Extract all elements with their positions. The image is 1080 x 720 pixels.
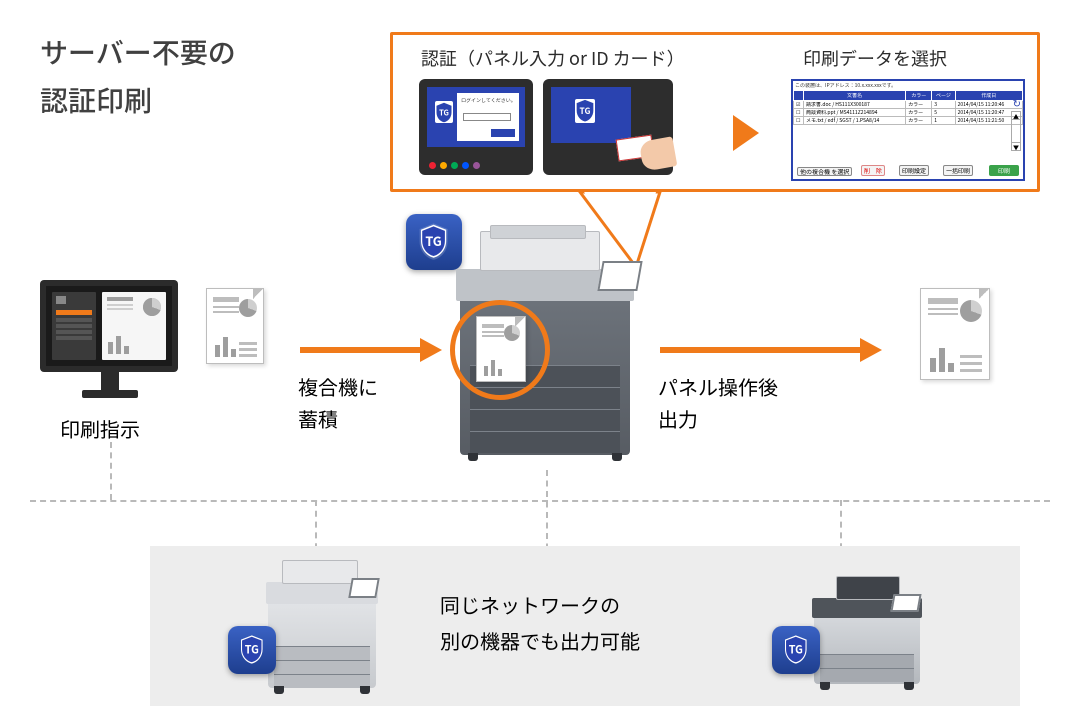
svg-text:TG: TG [789,642,803,658]
svg-text:TG: TG [245,642,259,658]
document-icon [920,288,990,380]
svg-text:TG: TG [580,105,591,117]
arrow-head-icon [420,338,442,362]
select-data-panel: この装置は、IPアドレス：10.x.xxx.xxxです。 文書名 カラー ページ… [791,79,1025,181]
mfp-network-left [262,556,382,696]
print-settings-button[interactable]: 印刷設定 [899,165,929,176]
callout-heading-select: 印刷データを選択 [803,45,947,71]
delete-button[interactable]: 削 除 [861,165,885,176]
pc-monitor-screen [46,286,172,366]
document-icon [206,288,264,364]
auth-panel-touchscreen: TG ログインしてください。 [419,79,533,175]
step2-label-l1: 複合機に [298,372,378,401]
network-dash-line [110,442,112,500]
network-msg-l1: 同じネットワークの [440,590,620,619]
tg-badge-icon: TG [772,626,820,674]
step2-label-l2: 蓄積 [298,404,338,433]
arrow-icon [733,115,759,151]
title-line-1: サーバー不要の [40,32,236,72]
arrow-head-icon [860,338,882,362]
svg-text:TG: TG [439,107,449,118]
print-all-button[interactable]: 一括印刷 [943,165,973,176]
arrow-icon [660,347,860,353]
step3-label-l2: 出力 [658,404,698,433]
callout-heading-auth: 認証（パネル入力 or ID カード） [421,45,685,71]
refresh-icon[interactable]: ↻ [1013,95,1021,110]
network-msg-l2: 別の機器でも出力可能 [440,626,640,655]
title-line-2: 認証印刷 [40,80,152,120]
step3-label-l1: パネル操作後 [658,372,778,401]
tg-badge-icon: TG [228,626,276,674]
print-job-table: 文書名 カラー ページ 作成日 ☑請求書.doc / HS111X300187カ… [793,90,1023,125]
arrow-icon [300,347,420,353]
step1-label: 印刷指示 [60,414,140,443]
document-icon [476,316,526,382]
auth-idcard-reader: TG [543,79,673,175]
mfp-network-right [808,574,926,692]
svg-text:TG: TG [426,231,442,250]
network-dash-line [30,500,1050,502]
print-button[interactable]: 印刷 [989,165,1019,176]
callout-box: 認証（パネル入力 or ID カード） 印刷データを選択 TG ログインしてくだ… [390,32,1040,192]
other-device-button[interactable]: 他の複合機 を選択 [797,167,852,176]
